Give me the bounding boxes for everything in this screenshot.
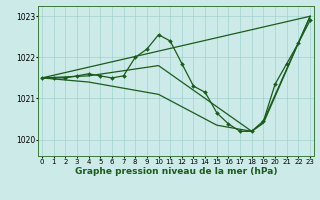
X-axis label: Graphe pression niveau de la mer (hPa): Graphe pression niveau de la mer (hPa) — [75, 167, 277, 176]
